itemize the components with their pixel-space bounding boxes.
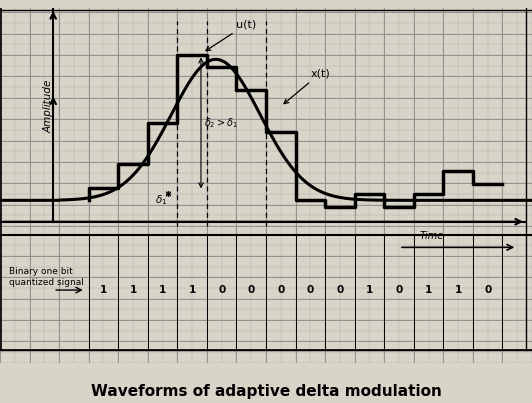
Text: 1: 1 — [454, 285, 462, 295]
Text: 0: 0 — [395, 285, 403, 295]
Text: 0: 0 — [336, 285, 344, 295]
Text: Time: Time — [420, 231, 444, 241]
Text: Amplitude: Amplitude — [44, 80, 54, 133]
Text: 1: 1 — [129, 285, 137, 295]
Text: 1: 1 — [159, 285, 166, 295]
Text: 1: 1 — [366, 285, 373, 295]
Text: 0: 0 — [307, 285, 314, 295]
Text: Binary one bit
quantized signal: Binary one bit quantized signal — [9, 267, 84, 287]
Text: x(t): x(t) — [284, 69, 330, 104]
Text: $\delta_2>\delta_1$: $\delta_2>\delta_1$ — [204, 116, 238, 130]
Text: 0: 0 — [247, 285, 255, 295]
Text: 0: 0 — [484, 285, 491, 295]
Text: 1: 1 — [100, 285, 107, 295]
Text: 0: 0 — [277, 285, 285, 295]
Text: 0: 0 — [218, 285, 225, 295]
Text: Waveforms of adaptive delta modulation: Waveforms of adaptive delta modulation — [90, 384, 442, 399]
Text: u(t): u(t) — [206, 19, 257, 51]
Text: 1: 1 — [188, 285, 196, 295]
Text: 1: 1 — [425, 285, 432, 295]
Text: $\delta_1$: $\delta_1$ — [155, 193, 167, 207]
